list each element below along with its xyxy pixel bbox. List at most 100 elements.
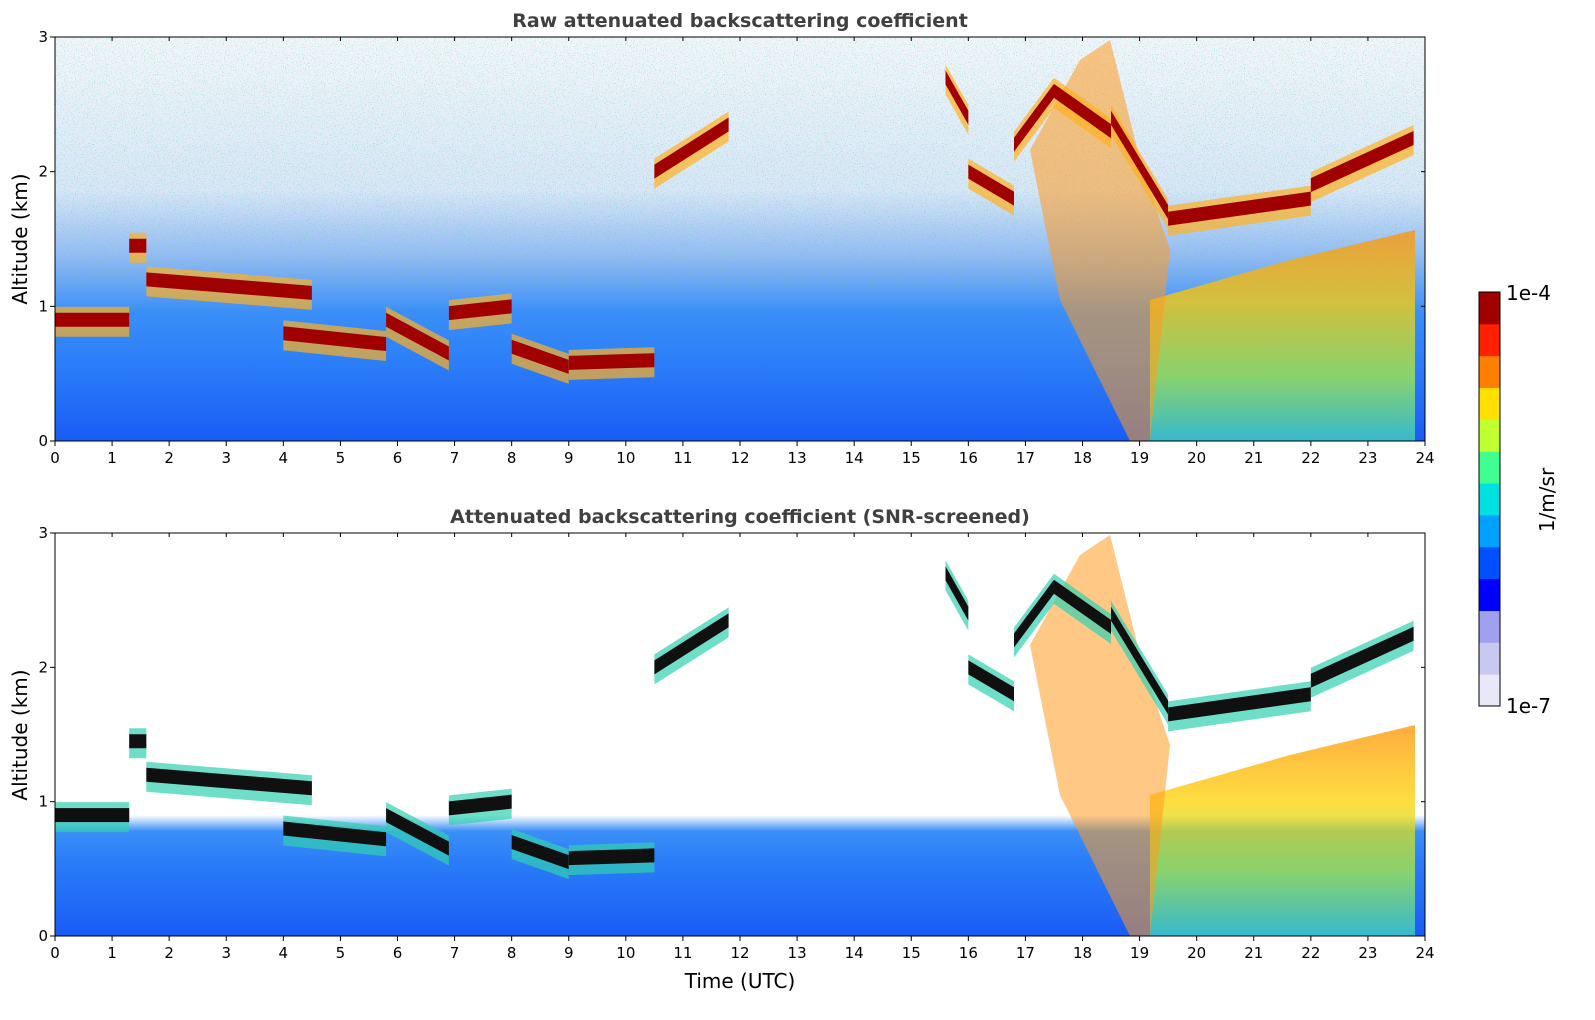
colorbar: 1e-4 1e-7 1/m/sr <box>1478 281 1559 718</box>
raw-x-tick-label: 7 <box>450 449 460 467</box>
raw-x-tick-label: 6 <box>393 449 403 467</box>
raw-x-tick-label: 15 <box>902 449 921 467</box>
raw-cloud-layer <box>511 339 569 374</box>
colorbar-segment <box>1479 610 1500 643</box>
x-axis-label: Time (UTC) <box>684 969 796 993</box>
raw-x-tick-label: 3 <box>221 449 231 467</box>
raw-x-tick-label: 10 <box>616 449 635 467</box>
colorbar-segment <box>1479 514 1500 548</box>
raw-noise-speckle <box>55 37 1425 287</box>
screened-cloud-layer <box>511 834 569 870</box>
screened-x-tick-label: 21 <box>1244 944 1263 962</box>
screened-x-tick-label: 4 <box>279 944 289 962</box>
raw-cloud-precip-region <box>1150 230 1415 441</box>
screened-x-tick-label: 11 <box>673 944 692 962</box>
raw-x-tick-label: 1 <box>107 449 117 467</box>
raw-x-tick-label: 21 <box>1244 449 1263 467</box>
screened-cloud-layer <box>1014 579 1054 648</box>
raw-x-tick-label: 12 <box>730 449 749 467</box>
screened-cloud-layer <box>968 660 1014 702</box>
raw-x-tick-label: 13 <box>788 449 807 467</box>
screened-x-tick-label: 16 <box>959 944 978 962</box>
screened-cloud-layer <box>448 794 512 816</box>
raw-cloud-layer <box>1014 83 1054 152</box>
screened-y-tick-label: 2 <box>38 658 48 676</box>
snr-screened-panel: Attenuated backscattering coefficient (S… <box>8 506 1435 993</box>
raw-x-tick-label: 4 <box>279 449 289 467</box>
screened-panel-title: Attenuated backscattering coefficient (S… <box>450 506 1030 528</box>
colorbar-segment <box>1479 483 1500 516</box>
screened-cloud-layer <box>568 848 655 866</box>
screened-y-axis: 0 1 2 3 <box>38 524 1425 945</box>
screened-cloud-layer <box>386 808 449 856</box>
raw-y-tick-label: 1 <box>38 297 48 315</box>
raw-x-tick-label: 14 <box>845 449 864 467</box>
colorbar-segment <box>1479 674 1500 707</box>
raw-cloud-layer <box>568 353 655 370</box>
screened-cloud-layer <box>945 566 969 621</box>
screened-x-axis: 0 1 2 3 4 5 6 7 8 9 10 11 12 13 14 15 16 17 18 19 20 21 22 23 24 <box>50 533 1435 962</box>
raw-x-tick-label: 9 <box>564 449 574 467</box>
raw-x-tick-label: 8 <box>507 449 517 467</box>
screened-cloud-layer <box>1168 687 1311 722</box>
screened-x-tick-label: 23 <box>1358 944 1377 962</box>
raw-x-tick-label: 16 <box>959 449 978 467</box>
raw-x-axis: 0 1 2 3 4 5 6 7 8 9 10 11 12 13 14 15 16 17 18 19 20 21 22 23 24 <box>50 37 1435 467</box>
screened-x-tick-label: 7 <box>450 944 460 962</box>
raw-x-tick-label: 11 <box>673 449 692 467</box>
raw-y-tick-label: 3 <box>38 28 48 46</box>
raw-cloud-layer <box>945 70 969 125</box>
screened-x-tick-label: 8 <box>507 944 517 962</box>
colorbar-max-label: 1e-4 <box>1506 281 1551 305</box>
colorbar-min-label: 1e-7 <box>1506 694 1551 718</box>
raw-cloud-layer <box>386 312 449 361</box>
raw-x-tick-label: 24 <box>1415 449 1434 467</box>
colorbar-segment <box>1479 546 1500 580</box>
screened-x-tick-label: 20 <box>1187 944 1206 962</box>
raw-y-tick-label: 0 <box>38 432 48 450</box>
screened-cloud-layer <box>1111 606 1169 715</box>
raw-cloud-layer <box>448 299 512 321</box>
raw-x-tick-label: 2 <box>164 449 174 467</box>
colorbar-frame <box>1478 291 1501 707</box>
screened-cloud-precip-region <box>1150 725 1415 936</box>
screened-x-tick-label: 3 <box>221 944 231 962</box>
colorbar-segment <box>1479 292 1500 325</box>
raw-cloud-layer <box>283 326 387 352</box>
raw-x-tick-label: 18 <box>1073 449 1092 467</box>
raw-cloud-layer <box>1053 83 1112 139</box>
raw-x-tick-label: 20 <box>1187 449 1206 467</box>
raw-x-tick-label: 5 <box>336 449 346 467</box>
screened-cirrus-region <box>1030 535 1170 936</box>
raw-backscatter-panel: Raw attenuated backscattering coefficien… <box>8 10 1435 467</box>
screened-cloud-layer <box>1053 579 1112 635</box>
screened-cloud-layer <box>55 808 130 823</box>
raw-x-tick-label: 17 <box>1016 449 1035 467</box>
colorbar-segment <box>1479 578 1500 611</box>
screened-x-tick-label: 2 <box>164 944 174 962</box>
screened-cloud-layer <box>283 821 387 847</box>
raw-cloud-layer <box>1111 110 1169 220</box>
raw-layer-group <box>55 64 1414 384</box>
screened-x-tick-label: 15 <box>902 944 921 962</box>
screened-x-tick-label: 1 <box>107 944 117 962</box>
raw-x-tick-label: 0 <box>50 449 60 467</box>
colorbar-segment <box>1479 451 1500 484</box>
screened-x-tick-label: 10 <box>616 944 635 962</box>
raw-x-tick-label: 23 <box>1358 449 1377 467</box>
raw-cloud-layer <box>654 117 729 179</box>
raw-cloud-layer <box>55 312 130 327</box>
screened-x-tick-label: 0 <box>50 944 60 962</box>
colorbar-segment <box>1479 419 1500 452</box>
raw-x-tick-label: 19 <box>1130 449 1149 467</box>
raw-cloud-layer <box>129 238 147 253</box>
screened-y-tick-label: 0 <box>38 927 48 945</box>
screened-x-tick-label: 18 <box>1073 944 1092 962</box>
screened-cloud-layer <box>129 734 147 749</box>
screened-y-tick-label: 3 <box>38 524 48 542</box>
raw-cloud-layer <box>1168 191 1311 226</box>
raw-cloud-layer <box>968 164 1014 206</box>
screened-y-axis-label: Altitude (km) <box>8 669 32 800</box>
raw-y-axis-label: Altitude (km) <box>8 173 32 304</box>
